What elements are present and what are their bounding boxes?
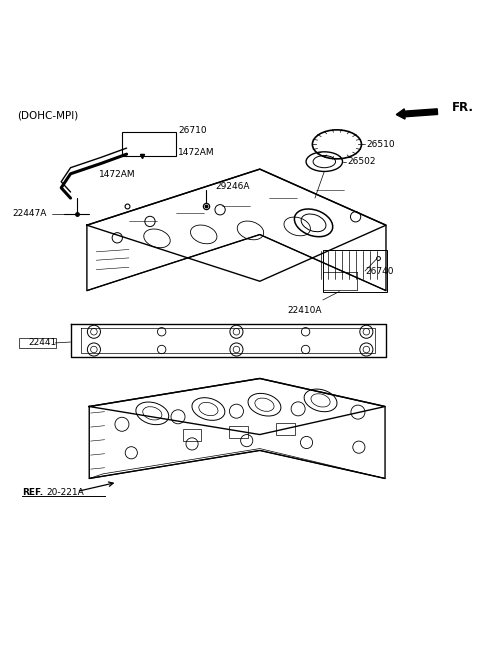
Bar <box>229 426 248 438</box>
Text: 22447A: 22447A <box>12 209 47 218</box>
Text: FR.: FR. <box>451 101 473 114</box>
Bar <box>19 338 56 348</box>
Bar <box>276 423 295 435</box>
Text: 26510: 26510 <box>366 140 395 149</box>
Text: 26710: 26710 <box>178 127 207 135</box>
Bar <box>323 251 387 291</box>
Text: 22441: 22441 <box>28 338 57 348</box>
Bar <box>183 429 202 441</box>
Bar <box>122 132 176 156</box>
Text: 22410A: 22410A <box>288 306 323 315</box>
Text: 1472AM: 1472AM <box>98 170 135 179</box>
Text: 20-221A: 20-221A <box>47 489 84 497</box>
Text: 29246A: 29246A <box>216 182 250 192</box>
Text: REF.: REF. <box>23 489 44 497</box>
Text: 26502: 26502 <box>348 157 376 166</box>
FancyArrow shape <box>396 109 438 119</box>
Text: 1472AM: 1472AM <box>178 148 215 157</box>
Text: (DOHC-MPI): (DOHC-MPI) <box>17 111 78 121</box>
Text: 26740: 26740 <box>365 268 394 276</box>
